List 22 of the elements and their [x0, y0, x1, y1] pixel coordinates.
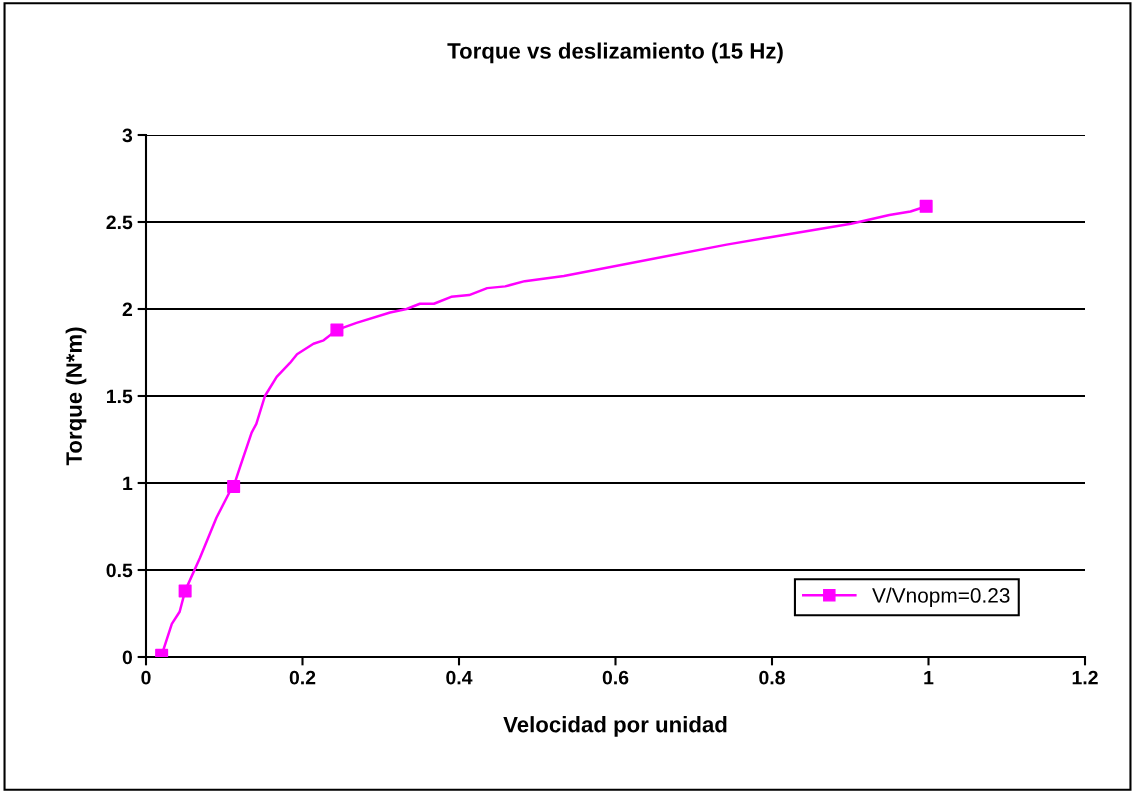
- point: [919, 199, 933, 213]
- y-tick-label: 2.5: [106, 215, 133, 230]
- x-tick-label: 1: [924, 670, 934, 685]
- x-tick-label: 0.2: [289, 670, 316, 685]
- y-tick-label: 3: [122, 128, 133, 143]
- x-axis-title: Velocidad por unidad: [503, 716, 727, 737]
- chart-title: Torque vs deslizamiento (15 Hz): [447, 42, 783, 64]
- x-tick-label: 0: [141, 670, 151, 685]
- x-tick-label: 0.4: [446, 670, 473, 685]
- x-tick-label: 0.8: [759, 670, 785, 685]
- y-tick-label: 1: [123, 476, 133, 491]
- y-tick-label: 0.5: [106, 563, 133, 578]
- y-tick-label: 0: [122, 650, 133, 665]
- x-tick-label: 0.6: [602, 670, 629, 685]
- point: [227, 479, 241, 493]
- y-axis-title: Torque (N*m): [65, 327, 87, 466]
- point: [330, 323, 344, 337]
- legend-label: V/Vnopm=0.23: [872, 587, 1010, 607]
- y-tick-label: 2: [122, 302, 133, 317]
- x-tick-label: 1.2: [1072, 670, 1098, 685]
- point: [178, 584, 192, 598]
- y-tick-label: 1.5: [107, 389, 133, 404]
